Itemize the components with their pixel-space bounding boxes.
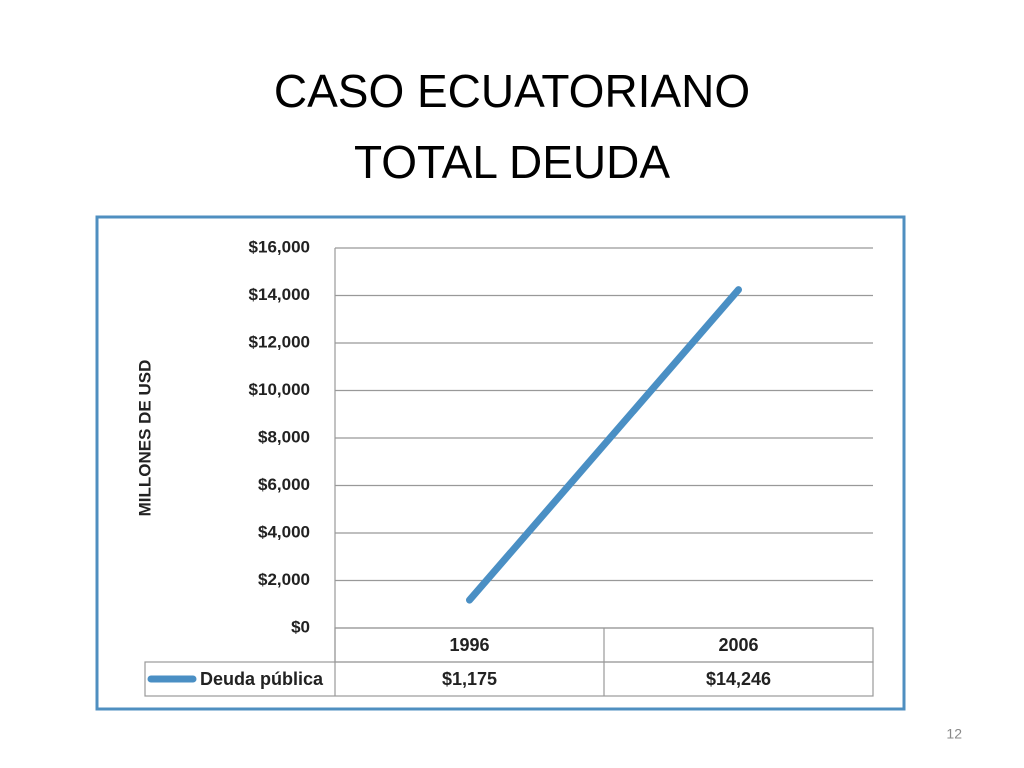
data-label: $14,246: [706, 669, 771, 689]
y-tick-label: $6,000: [258, 475, 310, 494]
y-tick-label: $2,000: [258, 570, 310, 589]
y-tick-label: $12,000: [249, 332, 310, 351]
slide-number: 12: [946, 726, 962, 742]
y-tick-label: $16,000: [249, 237, 310, 256]
y-axis-label: MILLONES DE USD: [135, 360, 154, 517]
slide-title-line: CASO ECUATORIANO: [274, 65, 750, 117]
x-tick-label: 1996: [449, 635, 489, 655]
y-tick-label: $14,000: [249, 285, 310, 304]
x-tick-label: 2006: [718, 635, 758, 655]
chart-frame: [95, 215, 906, 711]
y-tick-label: $0: [291, 617, 310, 636]
data-label: $1,175: [442, 669, 497, 689]
y-tick-label: $4,000: [258, 522, 310, 541]
data-line: [466, 286, 742, 604]
legend-label: Deuda pública: [200, 669, 324, 689]
slide-title-line: TOTAL DEUDA: [354, 136, 670, 188]
y-tick-label: $10,000: [249, 380, 310, 399]
table-border: [144, 661, 874, 697]
y-tick-label: $8,000: [258, 427, 310, 446]
